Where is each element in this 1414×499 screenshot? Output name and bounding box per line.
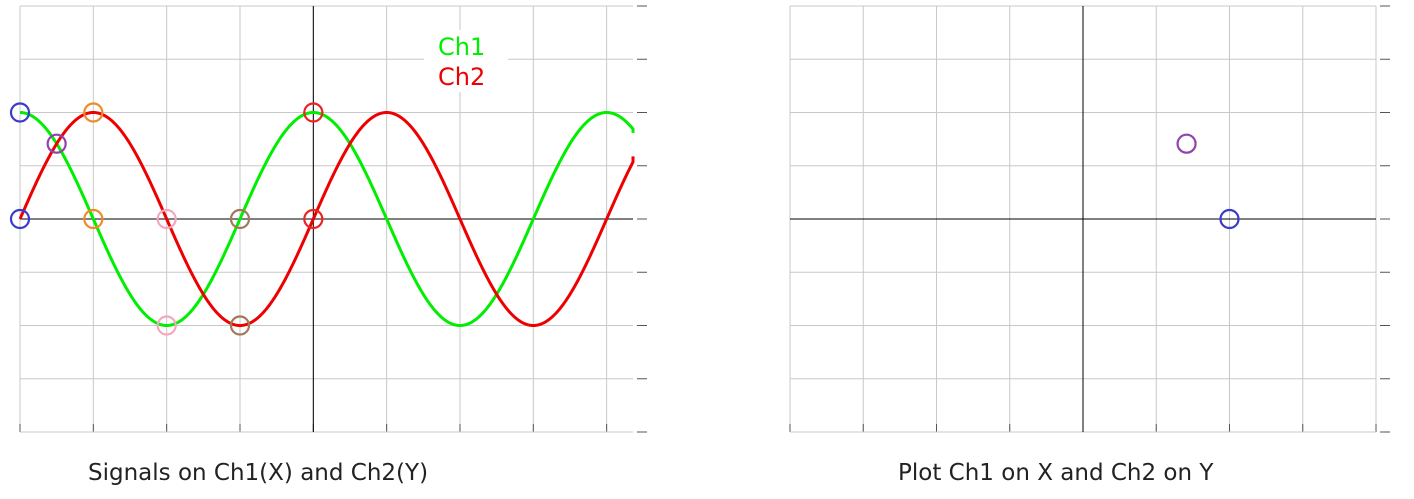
sample-marker: [9, 102, 31, 123]
time-domain-plot: Ch1 Ch2: [9, 5, 647, 433]
legend-ch2-label: Ch2: [438, 63, 485, 91]
sample-marker: [229, 315, 251, 336]
legend-ch1-label: Ch1: [438, 33, 485, 61]
sample-marker: [156, 208, 177, 230]
sample-marker: [303, 208, 324, 230]
time-plot-grid: [19, 5, 647, 433]
sample-marker: [83, 102, 104, 123]
sample-marker: [83, 208, 104, 230]
sample-marker: [46, 133, 67, 154]
sample-marker: [229, 208, 251, 230]
xy-plot: [789, 5, 1390, 433]
left-caption: Signals on Ch1(X) and Ch2(Y): [88, 460, 429, 486]
xy-point-marker: [1176, 133, 1197, 154]
time-plot-curves: [18, 110, 635, 328]
right-caption: Plot Ch1 on X and Ch2 on Y: [898, 460, 1214, 486]
legend-box: [424, 30, 508, 92]
xy-plot-points: [1176, 133, 1240, 230]
xy-point-marker: [1219, 208, 1240, 230]
sample-marker: [156, 315, 177, 336]
series-ch1-line: [19, 110, 635, 328]
time-plot-markers: [9, 102, 324, 336]
sample-marker: [9, 208, 31, 230]
xy-plot-grid: [789, 5, 1390, 433]
series-ch2-line: [18, 110, 635, 328]
sample-marker: [303, 102, 324, 123]
